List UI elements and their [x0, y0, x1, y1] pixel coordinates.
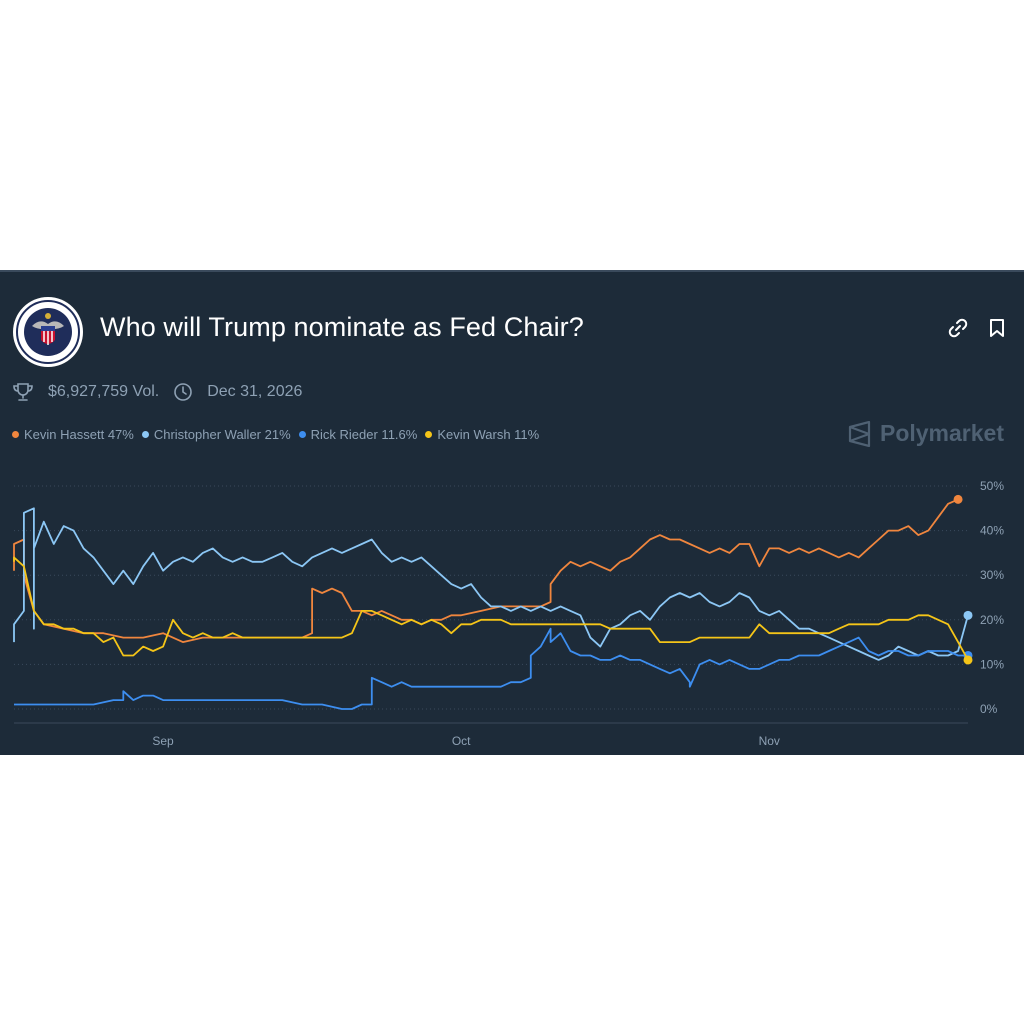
series-line: [14, 627, 968, 710]
legend-entry: Kevin Hassett 47%: [12, 427, 134, 442]
series-end-marker: [963, 655, 973, 665]
bookmark-icon[interactable]: [988, 318, 1006, 338]
link-icon[interactable]: [948, 318, 968, 338]
trophy-icon: [13, 383, 33, 401]
federal-reserve-seal-icon: [13, 297, 83, 367]
y-tick-label: 30%: [980, 568, 1004, 582]
x-tick-label: Sep: [152, 734, 174, 748]
clock-icon: [174, 383, 193, 401]
y-tick-label: 50%: [980, 479, 1004, 493]
legend-label: Kevin Warsh 11%: [437, 427, 540, 442]
polymarket-watermark: Polymarket: [848, 420, 1004, 447]
legend-entry: Christopher Waller 21%: [141, 427, 291, 442]
legend-label: Christopher Waller 21%: [153, 427, 291, 442]
market-card: Who will Trump nominate as Fed Chair? $6…: [0, 270, 1024, 755]
legend-label: Kevin Hassett 47%: [24, 427, 134, 442]
volume-text: $6,927,759 Vol.: [48, 383, 160, 400]
y-tick-label: 0%: [980, 702, 998, 716]
price-chart[interactable]: 0% 10% 20% 30% 40% 50% Sep Oct Nov: [0, 472, 1024, 757]
series-end-marker: [953, 494, 963, 504]
legend-dot: [298, 431, 306, 438]
legend-dot: [141, 431, 149, 438]
series-line: [13, 556, 969, 661]
legend-dot: [425, 431, 433, 438]
series-end-marker: [963, 610, 973, 620]
x-tick-label: Nov: [759, 734, 780, 748]
watermark-text: Polymarket: [879, 420, 1004, 446]
y-tick-label: 20%: [980, 613, 1004, 627]
y-tick-label: 40%: [980, 524, 1004, 538]
legend-label: Rick Rieder 11.6%: [310, 427, 418, 442]
series-line: [13, 507, 969, 661]
x-tick-label: Oct: [452, 734, 471, 748]
chart-legend: Kevin Hassett 47% Christopher Waller 21%…: [12, 427, 547, 442]
market-title: Who will Trump nominate as Fed Chair?: [100, 312, 584, 342]
end-date-text: Dec 31, 2026: [207, 383, 303, 400]
y-tick-label: 10%: [980, 657, 1004, 671]
legend-entry: Rick Rieder 11.6%: [298, 427, 418, 442]
legend-dot: [12, 431, 19, 438]
polymarket-logo-icon: [848, 420, 871, 447]
legend-entry: Kevin Warsh 11%: [425, 427, 539, 442]
